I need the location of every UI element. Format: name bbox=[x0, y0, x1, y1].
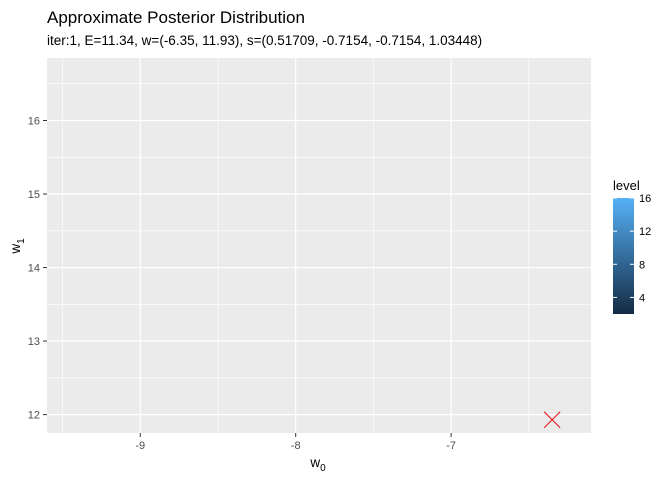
legend-tick-label: 4 bbox=[639, 292, 645, 304]
legend-tick-label: 12 bbox=[639, 226, 651, 238]
y-tick-label: 14 bbox=[28, 263, 40, 275]
legend-tick-label: 8 bbox=[639, 259, 645, 271]
y-axis-title-main: w bbox=[8, 244, 23, 255]
marker-stroke bbox=[543, 411, 561, 429]
legend: level 4 8 12 16 bbox=[613, 178, 651, 314]
x-tick-label: -9 bbox=[135, 440, 145, 452]
major-gridlines bbox=[47, 58, 591, 433]
legend-colorbar bbox=[613, 198, 634, 314]
y-axis-title-subscript: 1 bbox=[16, 238, 27, 244]
y-tick-label: 15 bbox=[28, 189, 40, 201]
x-axis-title-main: w bbox=[309, 455, 320, 470]
chart-subtitle: iter:1, E=11.34, w=(-6.35, 11.93), s=(0.… bbox=[47, 33, 482, 48]
legend-title: level bbox=[613, 178, 640, 193]
y-tick-label: 16 bbox=[28, 116, 40, 128]
y-tick-label: 12 bbox=[28, 410, 40, 422]
x-axis-title: w0 bbox=[309, 455, 326, 474]
data-marks bbox=[543, 411, 561, 429]
x-tick-label: -7 bbox=[446, 440, 456, 452]
x-axis: -9 -8 -7 bbox=[135, 433, 456, 452]
chart-title: Approximate Posterior Distribution bbox=[47, 8, 305, 27]
y-axis-title: w1 bbox=[8, 238, 27, 255]
x-axis-title-subscript: 0 bbox=[320, 463, 326, 474]
y-tick-label: 13 bbox=[28, 336, 40, 348]
plot-panel bbox=[47, 58, 591, 433]
current-estimate-marker bbox=[543, 411, 561, 429]
y-axis: 12 13 14 15 16 bbox=[28, 116, 47, 422]
x-tick-label: -8 bbox=[291, 440, 301, 452]
legend-ticks: 4 8 12 16 bbox=[613, 193, 651, 304]
legend-tick-label: 16 bbox=[639, 193, 651, 205]
